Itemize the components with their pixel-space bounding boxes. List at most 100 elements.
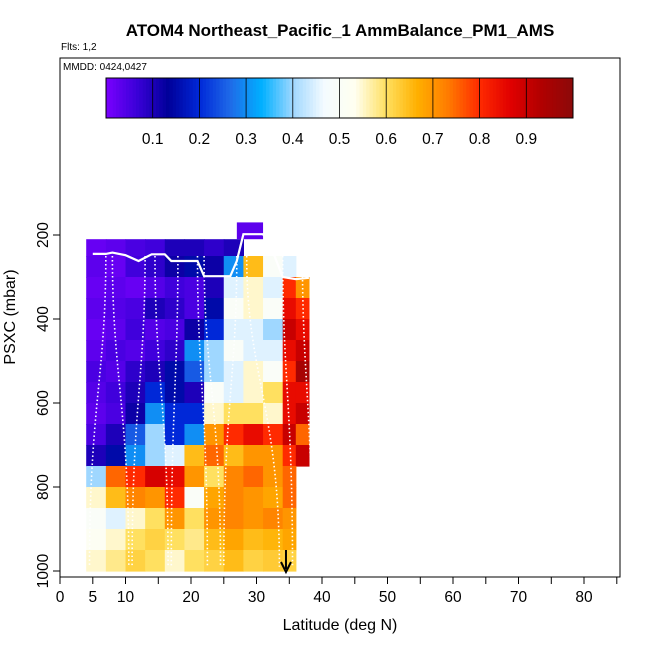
colorbar-swatch	[249, 78, 254, 118]
heatmap-cell	[282, 508, 297, 530]
colorbar-swatch	[512, 78, 517, 118]
heatmap-cell	[164, 361, 186, 383]
x-tick-label: 5	[88, 589, 97, 606]
heatmap-cell	[86, 256, 107, 278]
heatmap-cell	[105, 529, 127, 551]
heatmap-cell	[263, 445, 284, 467]
colorbar-swatch	[492, 78, 497, 118]
y-axis-label: PSXC (mbar)	[2, 269, 19, 364]
colorbar-swatch	[129, 78, 134, 118]
colorbar-swatch	[239, 78, 244, 118]
heatmap-cell	[295, 445, 310, 467]
x-tick-label: 30	[248, 589, 266, 606]
colorbar-swatch	[559, 78, 564, 118]
colorbar-swatch	[292, 78, 297, 118]
colorbar-swatch	[452, 78, 457, 118]
heatmap-cell	[164, 529, 186, 551]
colorbar-tick-label: 0.8	[469, 131, 491, 148]
colorbar-swatch	[326, 78, 330, 118]
heatmap-cell	[223, 466, 244, 488]
arrow-marker-head	[280, 561, 292, 575]
colorbar-swatch	[446, 78, 451, 118]
heatmap-cell	[86, 487, 107, 509]
colorbar-swatch	[499, 78, 504, 118]
heatmap-cell	[282, 466, 297, 488]
heatmap-cell	[145, 361, 166, 383]
colorbar-swatch	[369, 78, 374, 118]
colorbar-swatch	[152, 78, 157, 118]
heatmap-cell	[223, 277, 244, 299]
heatmap-cell	[243, 319, 264, 341]
colorbar-tick-label: 0.1	[142, 131, 164, 148]
heatmap-cell	[243, 382, 264, 404]
colorbar-tick-label: 0.2	[189, 131, 211, 148]
colorbar-swatch	[199, 78, 204, 118]
colorbar-swatch	[376, 78, 381, 118]
heatmap-cell	[86, 340, 107, 362]
heatmap-cell	[184, 340, 205, 362]
colorbar-swatch	[396, 78, 401, 118]
colorbar-swatch	[562, 78, 567, 118]
colorbar-tick-label: 0.5	[329, 131, 351, 148]
heatmap-cell	[223, 382, 244, 404]
heatmap-cell	[105, 277, 127, 299]
x-tick-label: 40	[313, 589, 331, 606]
heatmap-cell	[223, 403, 244, 425]
colorbar-swatch	[372, 78, 377, 118]
colorbar-swatch	[149, 78, 154, 118]
heatmap-cell	[145, 445, 166, 467]
heatmap-cell	[105, 508, 127, 530]
heatmap-cell	[282, 256, 297, 278]
heatmap-cell	[164, 550, 186, 572]
colorbar-swatch	[339, 78, 344, 118]
colorbar-swatch	[109, 78, 114, 118]
heatmap-cell	[164, 298, 186, 320]
heatmap-cell	[223, 508, 244, 530]
colorbar-swatch	[469, 78, 474, 118]
heatmap-cell	[243, 361, 264, 383]
colorbar-swatch	[522, 78, 527, 118]
heatmap-cell	[263, 361, 284, 383]
heatmap-cell	[223, 529, 244, 551]
heatmap-cell	[243, 487, 264, 509]
y-tick-label: 600	[35, 390, 52, 416]
heatmap-cell	[204, 277, 225, 299]
colorbar-swatch	[366, 78, 371, 118]
colorbar-swatch	[259, 78, 264, 118]
heatmap-cell	[125, 298, 146, 320]
colorbar-swatch	[496, 78, 501, 118]
colorbar-swatch	[159, 78, 164, 118]
colorbar-swatch	[176, 78, 180, 118]
heatmap-cell	[243, 508, 264, 530]
heatmap-cell	[145, 466, 166, 488]
heatmap-cell	[184, 361, 205, 383]
colorbar-swatch	[479, 78, 484, 118]
colorbar-swatch	[359, 78, 364, 118]
colorbar-swatch	[566, 78, 571, 118]
colorbar-swatch	[476, 78, 481, 118]
colorbar-swatch	[389, 78, 394, 118]
colorbar-swatch	[212, 78, 217, 118]
heatmap-cell	[145, 550, 166, 572]
heatmap-cell	[223, 487, 244, 509]
heatmap-cell	[243, 445, 264, 467]
heatmap-cell	[86, 445, 107, 467]
colorbar-swatch	[226, 78, 230, 118]
heatmap-cell	[105, 319, 127, 341]
heatmap-cell	[263, 466, 284, 488]
heatmap-cell	[204, 508, 225, 530]
colorbar-swatch	[276, 78, 280, 118]
heatmap-cell	[282, 340, 297, 362]
heatmap-cell	[125, 340, 146, 362]
heatmap-cell	[263, 403, 284, 425]
heatmap-cell	[282, 277, 297, 299]
heatmap-cell	[263, 424, 284, 446]
flight-profile-line	[88, 255, 107, 567]
colorbar-swatch	[132, 78, 137, 118]
colorbar-swatch	[429, 78, 434, 118]
heatmap-cell	[295, 403, 310, 425]
heatmap-cell	[295, 277, 310, 299]
colorbar-swatch	[286, 78, 290, 118]
colorbar-swatch	[122, 78, 127, 118]
heatmap-cell	[204, 256, 225, 278]
